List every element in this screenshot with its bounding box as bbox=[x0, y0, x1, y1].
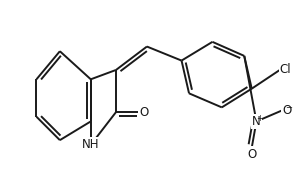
Text: −: − bbox=[285, 103, 292, 112]
Text: O: O bbox=[247, 148, 256, 161]
Text: O: O bbox=[140, 106, 149, 118]
Text: N: N bbox=[252, 115, 261, 128]
Text: +: + bbox=[256, 114, 263, 122]
Text: Cl: Cl bbox=[280, 64, 291, 76]
Text: NH: NH bbox=[82, 138, 99, 151]
Text: O: O bbox=[283, 104, 292, 117]
